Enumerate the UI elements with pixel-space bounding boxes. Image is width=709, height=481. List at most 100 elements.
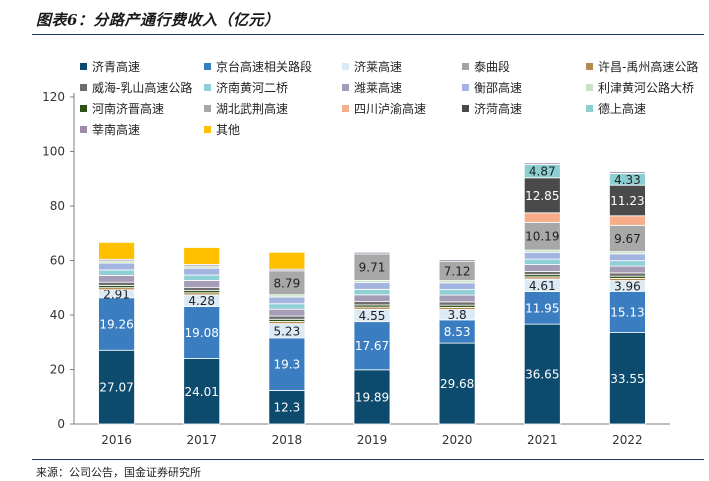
bar-segment [268, 308, 306, 317]
data-label: 4.61 [529, 279, 556, 293]
bar-segment [609, 171, 646, 174]
title-divider [32, 34, 704, 35]
bar-segment [183, 286, 221, 291]
legend-label: 济青高速 [92, 60, 141, 74]
bar-segment [268, 303, 306, 310]
bar-segment [523, 264, 561, 272]
bar-segment [183, 280, 221, 288]
bar-segment [353, 301, 391, 306]
legend-item: 其他 [204, 121, 240, 138]
bar-segment [523, 291, 561, 325]
bar-segment [353, 294, 391, 303]
bar-segment [183, 358, 221, 425]
data-label: 8.53 [444, 325, 471, 339]
bar-segment [353, 282, 391, 290]
bar-segment [609, 290, 646, 333]
legend-label: 泰曲段 [474, 60, 511, 74]
bar-segment [609, 215, 646, 226]
legend-item: 四川泸渝高速 [342, 100, 426, 117]
y-tick-label: 20 [50, 363, 65, 377]
legend-swatch [204, 105, 211, 112]
bar-segment [438, 289, 476, 296]
legend-swatch [586, 105, 593, 112]
bar-segment [353, 321, 391, 371]
bar-segment [438, 294, 476, 303]
bar-segment [183, 306, 221, 359]
bar-segment [438, 259, 476, 262]
data-label: 36.65 [525, 368, 559, 382]
legend-item: 济莱高速 [342, 58, 402, 75]
legend-item: 泰曲段 [462, 58, 510, 75]
bar-segment [353, 288, 391, 296]
legend-label: 济菏高速 [474, 102, 523, 116]
bar-segment [609, 332, 646, 425]
bar-segment [438, 342, 476, 425]
source-divider [32, 459, 704, 460]
legend-item: 许昌-禹州高速公路 [586, 58, 698, 75]
data-label: 19.08 [185, 326, 219, 340]
legend-label: 其他 [216, 123, 241, 137]
legend-swatch [204, 84, 211, 91]
bar-segment [523, 162, 561, 165]
legend-item: 济青高速 [80, 58, 140, 75]
legend-swatch [204, 63, 211, 70]
legend-label: 湖北武荆高速 [216, 102, 289, 116]
chart-source: 来源：公司公告，国金证券研究所 [36, 466, 201, 479]
data-label: 12.85 [525, 189, 559, 203]
bar-segment [609, 260, 646, 267]
legend-label: 河南济晋高速 [92, 102, 165, 116]
x-tick-label: 2018 [272, 433, 303, 447]
bar-segment [98, 269, 135, 276]
data-label: 9.67 [614, 232, 641, 246]
bar-segment [523, 221, 561, 251]
legend-item: 德上高速 [586, 100, 646, 117]
y-tick-label: 120 [42, 90, 65, 104]
data-label: 9.71 [359, 261, 386, 275]
legend-label: 济莱高速 [354, 60, 403, 74]
bar-segment [438, 282, 476, 291]
data-label: 4.28 [188, 294, 215, 308]
bar-segment [98, 297, 135, 351]
bar-segment [98, 349, 135, 425]
bar-segment [523, 251, 561, 260]
bar-segment [268, 390, 306, 425]
bar-segment [98, 281, 135, 286]
y-tick-label: 0 [57, 417, 65, 431]
bar-segment [98, 242, 135, 260]
legend-label: 许昌-禹州高速公路 [598, 60, 699, 74]
bar-segment [523, 258, 561, 265]
legend-label: 莘南高速 [92, 123, 141, 137]
bar-segment [609, 253, 646, 262]
legend-swatch [462, 63, 469, 70]
legend-item: 莘南高速 [80, 121, 140, 138]
legend-swatch [80, 84, 87, 91]
data-label: 12.3 [273, 401, 300, 415]
bar-segment [183, 247, 221, 265]
bar-segment [609, 272, 646, 277]
data-label: 17.67 [355, 339, 389, 353]
legend-swatch [204, 126, 211, 133]
y-tick-label: 60 [50, 254, 65, 268]
bar-segment [268, 251, 306, 270]
data-label: 4.55 [359, 309, 386, 323]
y-tick-label: 40 [50, 308, 65, 322]
legend-swatch [80, 126, 87, 133]
bar-segment [523, 212, 561, 223]
legend-label: 威海-乳山高速公路 [92, 81, 193, 95]
bar-segment [183, 274, 221, 281]
data-label: 15.13 [610, 305, 644, 319]
data-label: 24.01 [185, 385, 219, 399]
legend-item: 利津黄河公路大桥 [586, 79, 694, 96]
x-tick-label: 2021 [527, 433, 558, 447]
bar-segment [183, 267, 221, 276]
legend-swatch [80, 105, 87, 112]
legend-label: 济南黄河二桥 [216, 81, 289, 95]
bar-segment [353, 369, 391, 425]
legend-swatch [462, 84, 469, 91]
legend-item: 衡邵高速 [462, 79, 522, 96]
data-label: 3.96 [614, 279, 641, 293]
bar-segment [98, 274, 135, 283]
legend-swatch [342, 84, 349, 91]
data-label: 27.07 [99, 381, 133, 395]
